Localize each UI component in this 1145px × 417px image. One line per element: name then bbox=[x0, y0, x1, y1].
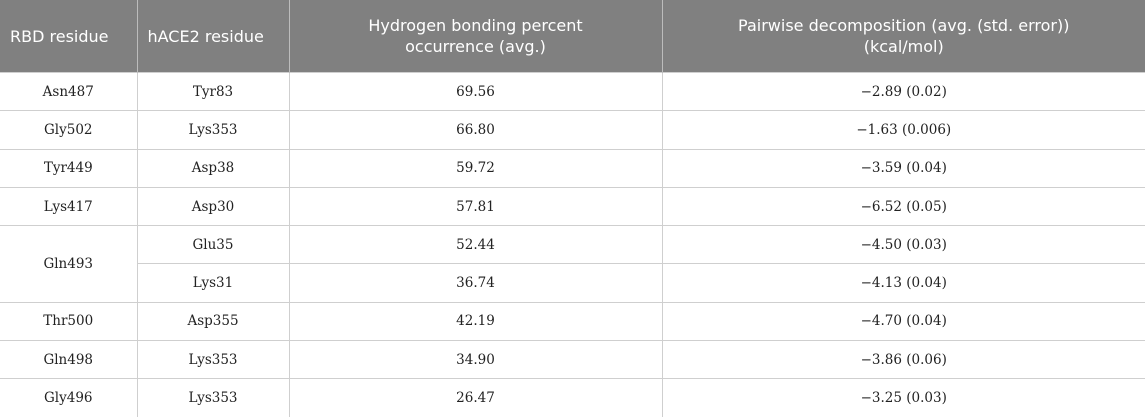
table-cell: 34.90 bbox=[288, 340, 663, 380]
table-cell: 36.74 bbox=[288, 263, 663, 303]
table-row: Tyr449 Asp38 59.72 −3.59 (0.04) bbox=[0, 148, 1145, 188]
header-row: RBD residue hACE2 residue Hydrogen bondi… bbox=[0, 0, 1145, 73]
table-cell: 66.80 bbox=[288, 110, 663, 150]
table-cell: 26.47 bbox=[288, 378, 663, 417]
table-row: Lys417 Asp30 57.81 −6.52 (0.05) bbox=[0, 186, 1145, 227]
table-cell: 42.19 bbox=[288, 301, 663, 342]
header-text: Hydrogen bonding percent occurrence (avg… bbox=[368, 16, 583, 56]
table-cell: Gln493 bbox=[0, 225, 138, 303]
table-cell: Asn487 bbox=[0, 71, 138, 112]
table-cell: −4.13 (0.04) bbox=[661, 263, 1145, 303]
table-cell: 52.44 bbox=[288, 225, 663, 265]
table-cell: Lys353 bbox=[136, 340, 290, 380]
table-cell: Lys353 bbox=[136, 110, 290, 150]
table-cell: −3.86 (0.06) bbox=[661, 340, 1145, 380]
table-cell: −4.70 (0.04) bbox=[661, 301, 1145, 342]
table-cell: Lys417 bbox=[0, 186, 138, 227]
header-text: hACE2 residue bbox=[147, 26, 264, 46]
table-cell: Glu35 bbox=[136, 225, 290, 265]
table-cell: Gly496 bbox=[0, 378, 138, 417]
header-cell: hACE2 residue bbox=[136, 0, 289, 73]
table-header: RBD residue hACE2 residue Hydrogen bondi… bbox=[0, 0, 1145, 73]
table-cell: Tyr83 bbox=[136, 71, 290, 112]
table-cell: 57.81 bbox=[288, 186, 663, 227]
table-cell: Gln498 bbox=[0, 340, 138, 380]
table-body: Asn487 Tyr83 69.56 −2.89 (0.02) Gly502 Lys353… bbox=[0, 71, 1145, 417]
table-cell: −3.25 (0.03) bbox=[661, 378, 1145, 417]
table-cell: 69.56 bbox=[288, 71, 663, 112]
table-row: Gln498 Lys353 34.90 −3.86 (0.06) bbox=[0, 340, 1145, 380]
table-cell: Asp30 bbox=[136, 186, 290, 227]
table-row: Lys31 36.74 −4.13 (0.04) bbox=[0, 263, 1145, 303]
table-cell: −4.50 (0.03) bbox=[661, 225, 1145, 265]
header-text: RBD residue bbox=[10, 26, 109, 46]
table-row: Gln493 Glu35 52.44 −4.50 (0.03) bbox=[0, 225, 1145, 303]
table-row: Gly496 Lys353 26.47 −3.25 (0.03) bbox=[0, 378, 1145, 417]
header-cell: RBD residue bbox=[0, 0, 137, 73]
table-cell: Asp38 bbox=[136, 148, 290, 188]
table-cell: Thr500 bbox=[0, 301, 138, 342]
table-row: Gly502 Lys353 66.80 −1.63 (0.006) bbox=[0, 110, 1145, 150]
table-cell: Asp355 bbox=[136, 301, 290, 342]
table-cell: −3.59 (0.04) bbox=[661, 148, 1145, 188]
header-text: Pairwise decomposition (avg. (std. error… bbox=[738, 16, 1070, 56]
header-cell: Pairwise decomposition (avg. (std. error… bbox=[661, 0, 1145, 73]
table-cell: Lys353 bbox=[136, 378, 290, 417]
table-cell: Gly502 bbox=[0, 110, 138, 150]
table-cell: −1.63 (0.006) bbox=[661, 110, 1145, 150]
header-cell: Hydrogen bonding percent occurrence (avg… bbox=[288, 0, 662, 73]
table-cell: −6.52 (0.05) bbox=[661, 186, 1145, 227]
table-cell: −2.89 (0.02) bbox=[661, 71, 1145, 112]
table-cell: 59.72 bbox=[288, 148, 663, 188]
table-row: Thr500 Asp355 42.19 −4.70 (0.04) bbox=[0, 301, 1145, 342]
table-cell: Tyr449 bbox=[0, 148, 138, 188]
table-row: Asn487 Tyr83 69.56 −2.89 (0.02) bbox=[0, 71, 1145, 112]
table-cell: Lys31 bbox=[137, 263, 290, 303]
